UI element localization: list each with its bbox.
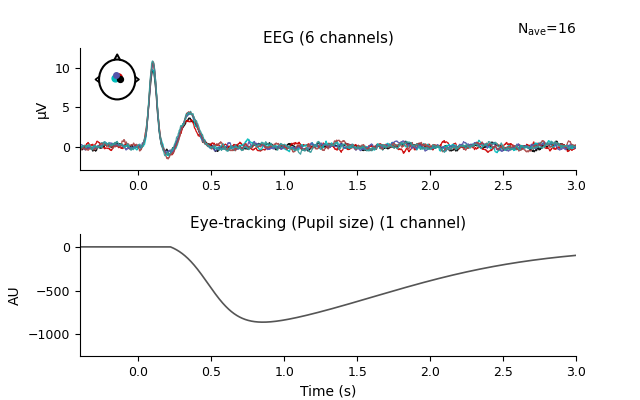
Title: Eye-tracking (Pupil size) (1 channel): Eye-tracking (Pupil size) (1 channel): [190, 216, 466, 231]
Y-axis label: μV: μV: [35, 100, 49, 118]
Title: EEG (6 channels): EEG (6 channels): [262, 30, 394, 46]
X-axis label: Time (s): Time (s): [300, 384, 356, 398]
Text: N$_{\mathregular{ave}}$=16: N$_{\mathregular{ave}}$=16: [517, 22, 576, 38]
Y-axis label: AU: AU: [8, 285, 22, 305]
